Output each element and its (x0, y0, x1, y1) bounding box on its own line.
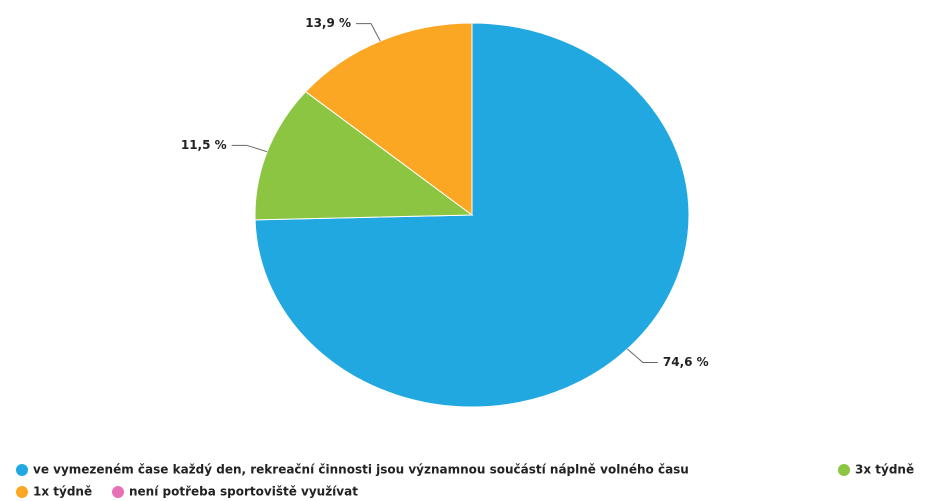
data-label: 11,5 % (181, 138, 227, 152)
legend-label: ve vymezeném čase každý den, rekreační č… (33, 463, 689, 477)
legend-marker (838, 464, 850, 476)
data-label: 13,9 % (305, 16, 351, 30)
legend-label: není potřeba sportoviště využívat (129, 485, 358, 499)
legend-marker (16, 486, 28, 498)
legend-marker (112, 486, 124, 498)
leader-line (356, 23, 381, 42)
leader-line (231, 144, 268, 153)
legend-marker (16, 464, 28, 476)
data-label: 74,6 % (663, 355, 709, 369)
legend-label: 1x týdně (33, 485, 92, 499)
leader-line (627, 348, 658, 363)
legend-label: 3x týdně (855, 463, 914, 477)
pie-slice (254, 91, 474, 221)
